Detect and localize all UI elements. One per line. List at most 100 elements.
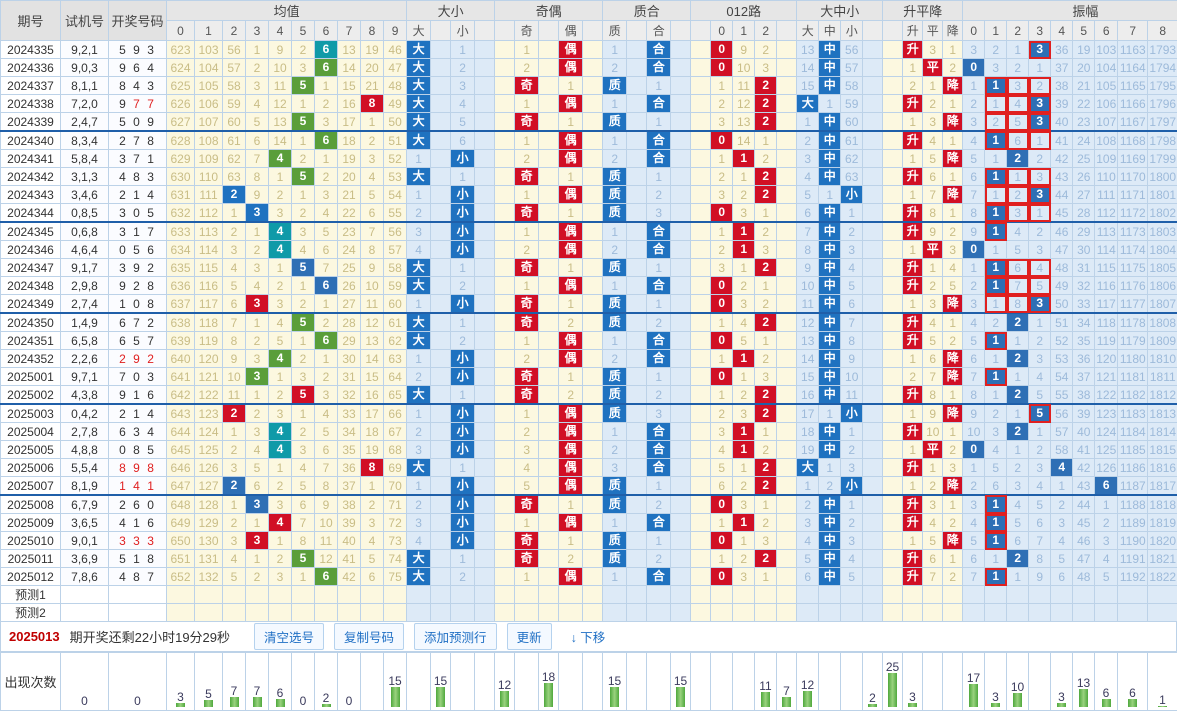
prediction-road-cell[interactable] bbox=[691, 586, 711, 604]
odd-cell-highlight[interactable]: 偶 bbox=[559, 222, 583, 241]
bms-cell[interactable]: 11 bbox=[797, 295, 819, 314]
mean-cell[interactable]: 13 bbox=[269, 113, 292, 132]
prediction-road-cell[interactable] bbox=[711, 586, 733, 604]
upd-cell[interactable]: 7 bbox=[923, 186, 943, 204]
amp-cell[interactable]: 6 bbox=[1007, 532, 1029, 550]
upd-cell[interactable]: 3 bbox=[923, 41, 943, 59]
odd-cell[interactable]: 3 bbox=[515, 441, 539, 459]
road-cell-highlight[interactable]: 0 bbox=[711, 277, 733, 295]
mean-cell[interactable]: 2 bbox=[292, 150, 315, 168]
road-cell[interactable]: 1 bbox=[711, 550, 733, 568]
amp-cell[interactable]: 8 bbox=[963, 204, 985, 223]
bms-cell[interactable]: 18 bbox=[797, 423, 819, 441]
upd-cell[interactable]: 2 bbox=[903, 368, 923, 386]
amp-cell[interactable]: 3 bbox=[985, 423, 1007, 441]
amp-cell[interactable]: 1811 bbox=[1148, 368, 1177, 386]
amp-cell[interactable]: 42 bbox=[1051, 150, 1073, 168]
prediction-big-cell[interactable] bbox=[407, 604, 431, 622]
prediction-big-cell[interactable] bbox=[431, 604, 451, 622]
amp-cell[interactable]: 113 bbox=[1095, 222, 1118, 241]
big-cell-highlight[interactable]: 大 bbox=[407, 95, 431, 113]
mean-cell[interactable]: 5 bbox=[315, 423, 338, 441]
bms-cell[interactable] bbox=[863, 59, 883, 77]
issue-cell[interactable]: 2024340 bbox=[1, 131, 61, 150]
odd-cell[interactable] bbox=[583, 131, 603, 150]
prime-cell-highlight[interactable]: 质 bbox=[603, 113, 627, 132]
amp-cell[interactable]: 1183 bbox=[1118, 404, 1148, 423]
road-cell[interactable] bbox=[777, 514, 797, 532]
clear-selection-button[interactable]: 清空选号 bbox=[254, 623, 324, 650]
prediction-big-cell[interactable] bbox=[431, 586, 451, 604]
odd-cell[interactable] bbox=[539, 222, 559, 241]
mean-cell[interactable]: 62 bbox=[223, 150, 246, 168]
upd-cell[interactable]: 7 bbox=[923, 368, 943, 386]
mean-cell-highlight[interactable]: 6 bbox=[315, 131, 338, 150]
amp-cell-highlight[interactable]: 2 bbox=[1007, 386, 1029, 405]
big-cell[interactable] bbox=[431, 313, 451, 332]
amp-cell-highlight[interactable]: 0 bbox=[963, 59, 985, 77]
big-cell[interactable] bbox=[431, 423, 451, 441]
mean-cell[interactable]: 19 bbox=[338, 150, 361, 168]
amp-cell[interactable]: 1 bbox=[1029, 423, 1051, 441]
amp-cell[interactable]: 19 bbox=[1073, 41, 1095, 59]
big-cell[interactable] bbox=[431, 222, 451, 241]
amp-cell[interactable]: 2 bbox=[985, 113, 1007, 132]
prime-cell[interactable]: 1 bbox=[603, 131, 627, 150]
prime-cell-highlight[interactable]: 质 bbox=[603, 550, 627, 568]
amp-cell[interactable]: 30 bbox=[1073, 241, 1095, 259]
bms-cell-highlight[interactable]: 中 bbox=[819, 59, 841, 77]
mean-cell[interactable]: 16 bbox=[338, 95, 361, 113]
road-cell[interactable] bbox=[691, 168, 711, 186]
test-number-cell[interactable]: 6,7,9 bbox=[61, 495, 109, 514]
mean-cell[interactable]: 126 bbox=[195, 459, 223, 477]
big-cell[interactable] bbox=[431, 386, 451, 405]
amp-cell[interactable]: 4 bbox=[1007, 495, 1029, 514]
amp-cell[interactable]: 6 bbox=[1051, 568, 1073, 586]
mean-cell-highlight[interactable]: 3 bbox=[246, 204, 269, 223]
mean-cell[interactable]: 74 bbox=[384, 550, 407, 568]
amp-cell[interactable]: 1 bbox=[985, 386, 1007, 405]
odd-cell[interactable]: 2 bbox=[559, 550, 583, 568]
upd-cell[interactable]: 1 bbox=[943, 313, 963, 332]
bms-cell[interactable]: 60 bbox=[841, 113, 863, 132]
prime-cell-highlight[interactable]: 合 bbox=[647, 568, 671, 586]
mean-cell[interactable]: 2 bbox=[292, 41, 315, 59]
bms-cell-highlight[interactable]: 中 bbox=[819, 77, 841, 95]
mean-cell[interactable]: 122 bbox=[195, 386, 223, 405]
mean-cell[interactable]: 61 bbox=[223, 131, 246, 150]
prime-cell[interactable] bbox=[671, 550, 691, 568]
prediction-mean-cell[interactable] bbox=[338, 604, 361, 622]
odd-cell[interactable] bbox=[495, 77, 515, 95]
upd-cell[interactable]: 1 bbox=[903, 241, 923, 259]
amp-cell[interactable]: 42 bbox=[1073, 459, 1095, 477]
amp-cell[interactable]: 4 bbox=[963, 131, 985, 150]
odd-cell[interactable] bbox=[583, 259, 603, 277]
amp-cell[interactable]: 58 bbox=[1051, 441, 1073, 459]
amp-cell[interactable]: 3 bbox=[985, 59, 1007, 77]
bms-cell[interactable]: 59 bbox=[841, 95, 863, 113]
odd-cell[interactable]: 1 bbox=[559, 204, 583, 223]
amp-cell-highlight[interactable]: 1 bbox=[985, 495, 1007, 514]
mean-cell[interactable]: 641 bbox=[167, 368, 195, 386]
amp-cell[interactable]: 1169 bbox=[1118, 150, 1148, 168]
mean-cell[interactable]: 26 bbox=[338, 277, 361, 295]
mean-cell[interactable]: 11 bbox=[361, 295, 384, 314]
odd-cell[interactable] bbox=[539, 186, 559, 204]
amp-cell[interactable]: 1797 bbox=[1148, 113, 1177, 132]
odd-cell[interactable] bbox=[495, 150, 515, 168]
road-cell[interactable]: 3 bbox=[711, 186, 733, 204]
mean-cell[interactable]: 63 bbox=[223, 168, 246, 186]
amp-cell-highlight[interactable]: 1 bbox=[985, 514, 1007, 532]
odd-cell[interactable] bbox=[495, 95, 515, 113]
mean-cell[interactable]: 636 bbox=[167, 277, 195, 295]
mean-cell[interactable]: 39 bbox=[338, 514, 361, 532]
prediction-amp-cell[interactable] bbox=[1095, 586, 1118, 604]
amp-cell[interactable]: 1 bbox=[985, 241, 1007, 259]
prime-cell-highlight[interactable]: 质 bbox=[603, 295, 627, 314]
open-number-cell[interactable]: 3 9 2 bbox=[109, 259, 167, 277]
mean-cell-highlight[interactable]: 4 bbox=[269, 350, 292, 368]
amp-cell[interactable]: 1163 bbox=[1118, 41, 1148, 59]
amp-cell[interactable]: 43 bbox=[1051, 168, 1073, 186]
mean-cell[interactable]: 117 bbox=[195, 295, 223, 314]
